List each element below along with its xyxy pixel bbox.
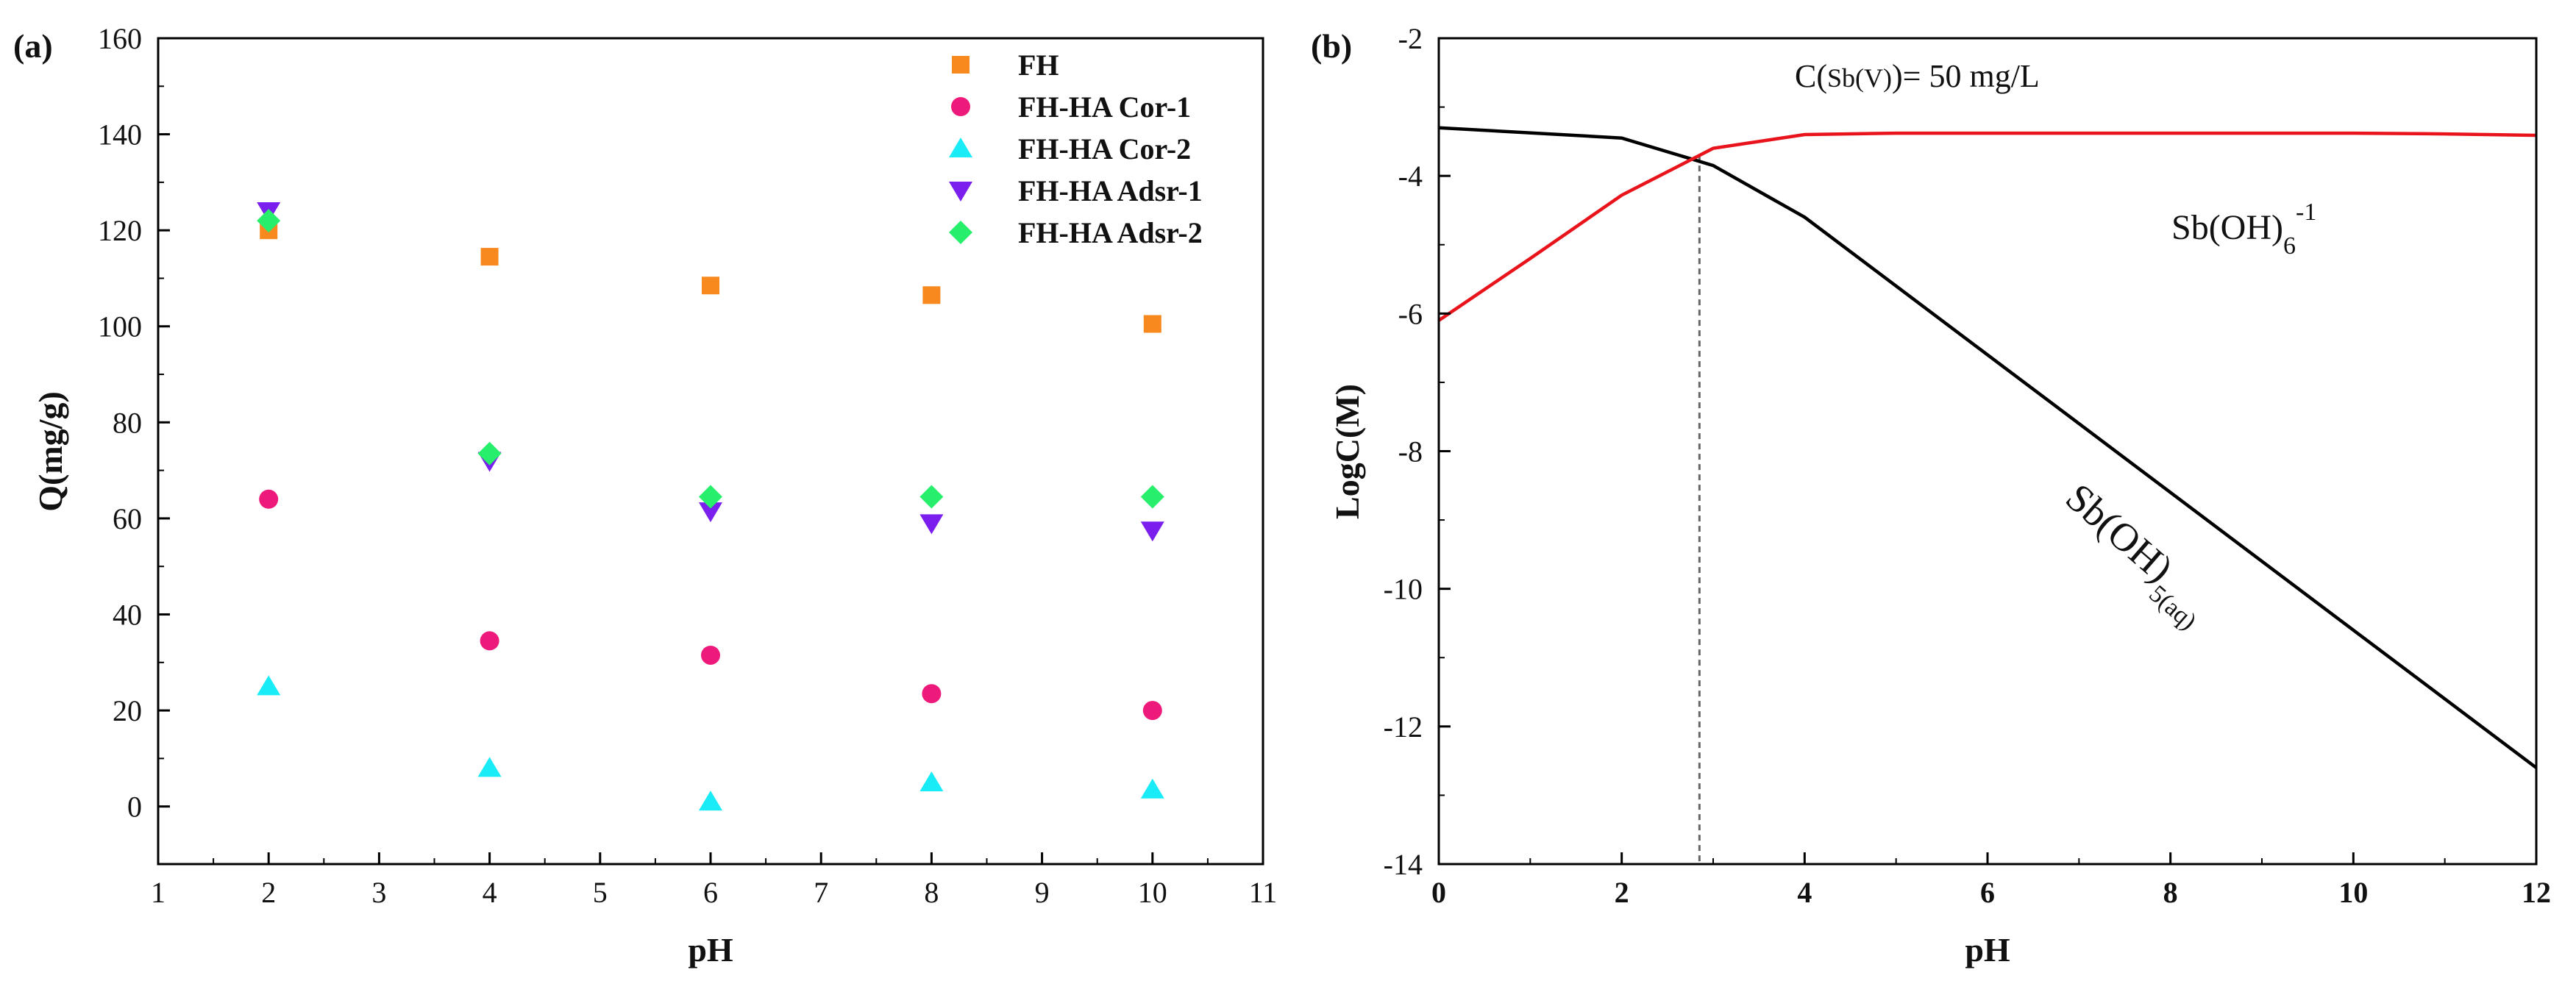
chart-a-legend: FH FH-HA Cor-1 FH-HA Cor-2 FH-HA Adsr-1 FH-H… [949,49,1203,249]
point-fh-ha-adsr-2 [1140,485,1164,509]
label-anion-sub: 6 [2283,232,2296,260]
chart-b-xtick-label: 2 [1615,876,1629,909]
point-fh [922,286,941,304]
point-fh-ha-adsr-2 [477,441,502,466]
label-anion-base: Sb(OH) [2171,208,2283,247]
chart-a-xtick-label: 9 [1035,876,1050,909]
chart-a-xtick-label: 1 [151,876,166,909]
chart-b-frame [1437,37,2538,866]
legend-marker-fh [952,56,969,74]
point-fh-ha-cor-2 [1140,778,1164,799]
legend-marker-fh-ha-cor-1 [951,97,970,116]
chart-b-xtick-label: 8 [2163,876,2178,909]
chart-a-ytick-label: 120 [98,214,142,247]
chart-a-ytick-label: 160 [98,22,142,55]
chart-b-ytick-label: -6 [1398,297,1423,330]
chart-a-xtick-label: 11 [1249,876,1278,909]
point-fh-ha-adsr-2 [257,209,281,233]
legend-marker-fh-ha-adsr-1 [949,182,972,202]
point-fh-ha-cor-2 [919,771,944,792]
chart-a-xtick-label: 7 [814,876,828,909]
legend-label-fh-ha-adsr-1: FH-HA Adsr-1 [1018,174,1203,207]
label-anion-sup: -1 [2296,199,2316,226]
point-fh-ha-cor-1 [259,489,279,509]
chart-b-line-sb-oh-6 [1437,131,2537,322]
point-fh-ha-adsr-1 [1140,521,1164,542]
chart-b-ytick-label: -8 [1398,435,1423,468]
chart-b-concentration-annotation: C(Sb(V))= 50 mg/L [1795,58,2040,94]
chart-a-ytick-label: 60 [113,502,142,535]
chart-a-markers [257,202,1164,811]
chart-b-xtick-label: 0 [1431,876,1446,909]
chart-a-ytick-label: 20 [113,694,142,727]
chart-a: 1 2 3 4 5 6 7 8 9 10 11 0 20 40 60 80 100 120 140 160 FH FH-… [13,22,1277,969]
point-fh-ha-adsr-2 [699,485,722,509]
point-fh [702,277,719,295]
chart-a-xtick-label: 8 [924,876,939,909]
chart-a-ticks: 1 2 3 4 5 6 7 8 9 10 11 0 20 40 60 80 100 120 140 160 [98,22,1277,909]
point-fh-ha-cor-2 [699,791,722,811]
legend-label-fh: FH [1018,49,1059,82]
chart-a-ytick-label: 80 [113,406,142,439]
chart-a-xtick-label: 3 [371,876,386,909]
chart-a-ytick-label: 140 [98,118,142,151]
chart-b-ytick-label: -12 [1384,710,1423,743]
chart-b-xtick-label: 6 [1980,876,1995,909]
chart-a-xtick-label: 2 [261,876,276,909]
point-fh-ha-adsr-2 [919,485,944,509]
chart-b-xtick-label: 4 [1797,876,1812,909]
chart-b-ytick-label: -4 [1398,160,1423,193]
point-fh-ha-cor-1 [1142,701,1162,721]
chart-b-label-sb-oh-6: Sb(OH)6-1 [2171,199,2316,260]
legend-marker-fh-ha-adsr-2 [949,221,972,244]
annotation-suffix: )= 50 mg/L [1892,58,2040,94]
annotation-prefix: C( [1795,58,1827,94]
chart-b-xtick-label: 12 [2522,876,2551,909]
chart-a-frame [157,37,1264,866]
chart-a-ytick-label: 100 [98,310,142,343]
chart-a-xlabel: pH [688,931,733,969]
annotation-species: Sb(V) [1827,63,1892,93]
legend-marker-fh-ha-cor-2 [949,138,972,157]
point-fh-ha-adsr-1 [919,514,944,535]
chart-a-ytick-label: 40 [113,598,142,631]
chart-a-xtick-label: 4 [483,876,497,909]
chart-b-xlabel: pH [1965,931,2010,969]
chart-b-ytick-label: -2 [1398,22,1423,55]
legend-label-fh-ha-cor-2: FH-HA Cor-2 [1018,132,1191,165]
point-fh-ha-cor-2 [257,675,281,696]
point-fh [1143,315,1161,333]
chart-a-ytick-label: 0 [127,791,142,824]
point-fh-ha-cor-2 [477,757,502,777]
point-fh [480,248,499,266]
chart-b-ylabel: LogC(M) [1328,384,1366,519]
chart-b-line-sb-oh-5 [1438,126,2538,769]
point-fh-ha-adsr-1 [699,502,722,523]
chart-b-ytick-label: -14 [1384,848,1423,881]
chart-a-ylabel: Q(mg/g) [32,391,69,512]
chart-b-panel-label: (b) [1311,27,1352,65]
point-fh-ha-cor-1 [480,631,499,651]
chart-b-ticks: 0 2 4 6 8 10 12 -14 -12 -10 -8 -6 -4 -2 [1384,22,2551,909]
chart-a-xtick-label: 10 [1138,876,1167,909]
chart-b-xtick-label: 10 [2338,876,2368,909]
legend-label-fh-ha-adsr-2: FH-HA Adsr-2 [1018,216,1203,249]
legend-label-fh-ha-cor-1: FH-HA Cor-1 [1018,90,1191,124]
chart-a-xtick-label: 5 [593,876,608,909]
chart-a-panel-label: (a) [13,27,53,65]
chart-b-ytick-label: -10 [1384,573,1423,606]
chart-a-xtick-label: 6 [703,876,718,909]
point-fh-ha-cor-1 [701,645,720,665]
point-fh-ha-cor-1 [922,684,942,704]
